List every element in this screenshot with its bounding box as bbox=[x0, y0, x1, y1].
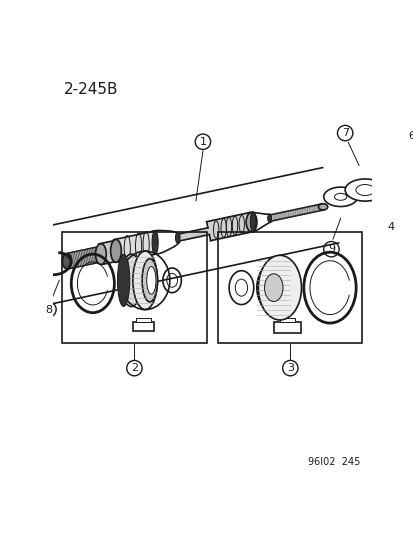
Ellipse shape bbox=[323, 187, 357, 206]
Ellipse shape bbox=[142, 259, 157, 302]
Ellipse shape bbox=[95, 244, 106, 264]
Ellipse shape bbox=[267, 214, 271, 222]
Ellipse shape bbox=[257, 260, 294, 316]
Text: 7: 7 bbox=[341, 128, 348, 138]
Bar bbox=[133, 322, 154, 331]
Ellipse shape bbox=[256, 264, 287, 311]
Ellipse shape bbox=[246, 212, 256, 232]
Bar bbox=[135, 318, 151, 322]
Text: 8: 8 bbox=[45, 304, 52, 314]
Ellipse shape bbox=[264, 274, 282, 302]
Text: 6: 6 bbox=[408, 131, 413, 141]
Bar bbox=[218, 232, 361, 343]
Ellipse shape bbox=[334, 193, 346, 200]
Polygon shape bbox=[65, 247, 102, 269]
Ellipse shape bbox=[344, 179, 384, 201]
Ellipse shape bbox=[152, 230, 158, 255]
Bar bbox=[62, 232, 206, 343]
Ellipse shape bbox=[133, 251, 157, 310]
Polygon shape bbox=[113, 232, 156, 262]
Ellipse shape bbox=[110, 239, 121, 262]
Ellipse shape bbox=[380, 180, 393, 187]
Ellipse shape bbox=[146, 266, 156, 294]
Ellipse shape bbox=[373, 176, 400, 191]
Text: 96I02  245: 96I02 245 bbox=[308, 457, 360, 467]
Ellipse shape bbox=[258, 255, 301, 320]
Text: 2: 2 bbox=[131, 363, 138, 373]
Text: 1: 1 bbox=[199, 137, 206, 147]
Ellipse shape bbox=[62, 254, 71, 269]
Polygon shape bbox=[177, 228, 209, 241]
Ellipse shape bbox=[318, 204, 327, 210]
Polygon shape bbox=[269, 204, 323, 221]
Text: 3: 3 bbox=[286, 363, 293, 373]
Ellipse shape bbox=[120, 254, 142, 306]
Text: 9: 9 bbox=[327, 244, 334, 254]
Ellipse shape bbox=[175, 232, 180, 243]
Bar bbox=[273, 322, 301, 333]
Ellipse shape bbox=[397, 173, 411, 181]
Text: 4: 4 bbox=[387, 222, 394, 232]
Ellipse shape bbox=[117, 254, 129, 306]
Bar bbox=[279, 318, 294, 322]
Ellipse shape bbox=[250, 212, 255, 232]
Polygon shape bbox=[99, 241, 118, 264]
Polygon shape bbox=[206, 213, 253, 241]
Text: 2-245B: 2-245B bbox=[64, 82, 118, 96]
Ellipse shape bbox=[355, 184, 373, 196]
